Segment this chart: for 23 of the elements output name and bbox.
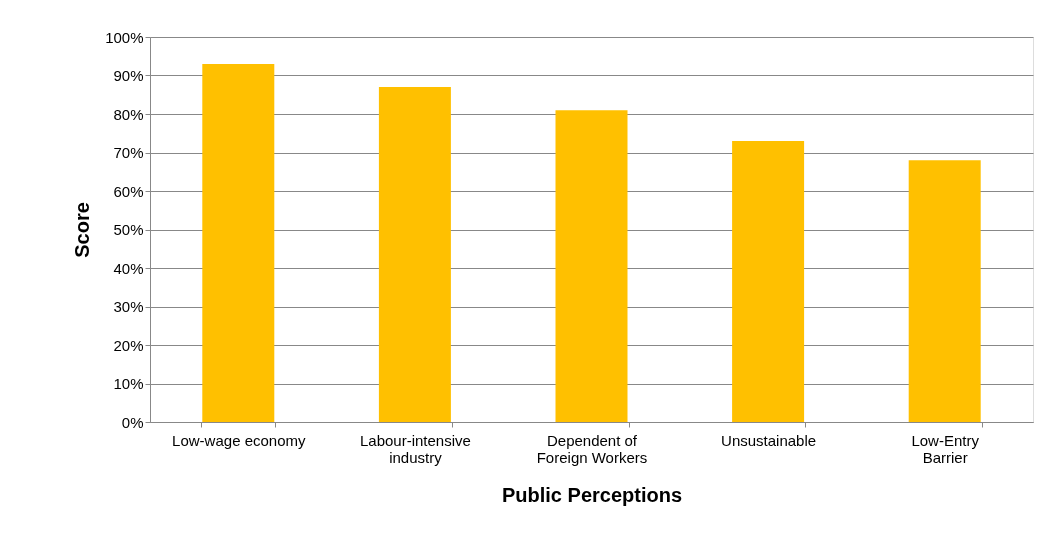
y-tick-label: 80% — [113, 105, 144, 123]
y-tick-label: 90% — [113, 67, 144, 84]
y-tick-label: 10% — [113, 375, 144, 392]
x-tick-label: Low-Entry Barrier — [911, 431, 980, 466]
y-tick-label: 70% — [113, 144, 144, 161]
y-tick-label: 30% — [113, 298, 144, 315]
y-tick-label: 20% — [113, 336, 144, 354]
y-tick-label: 50% — [113, 221, 144, 238]
bar — [202, 63, 275, 422]
y-tick-label: 0% — [121, 413, 144, 431]
y-axis-title: Score — [71, 202, 94, 258]
y-tick-label: 100% — [105, 28, 144, 46]
x-tick-label: Dependent of Foreign Workers — [536, 431, 648, 466]
x-axis-title: Public Perceptions — [501, 483, 683, 506]
bar — [908, 160, 981, 422]
x-tick-label: Labour-intensive industry — [359, 431, 471, 466]
x-tick-label: Low-wage economy — [172, 431, 306, 449]
x-tick-label: Unsustainable — [721, 431, 817, 449]
bar — [555, 110, 628, 422]
bar — [732, 140, 805, 422]
y-tick-label: 60% — [113, 182, 144, 200]
bar — [378, 87, 451, 422]
y-tick-label: 40% — [113, 259, 144, 277]
